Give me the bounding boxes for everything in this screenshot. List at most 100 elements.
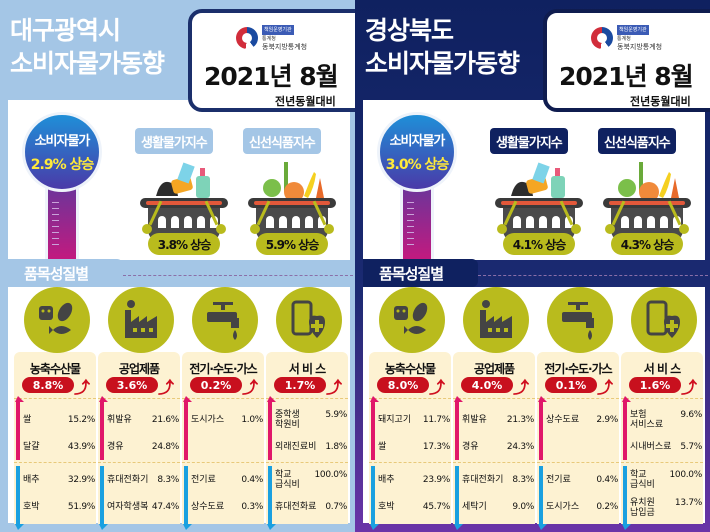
down-item: 휴대전화기 8.3% — [462, 475, 534, 485]
up-item: 휘발유 21.6% — [107, 415, 179, 425]
agency-name: 동북지방통계청 — [262, 43, 308, 51]
thermometer-bulb: 소비자물가 3.0% 상승 — [377, 112, 457, 192]
up-item: 도시가스 1.0% — [191, 415, 263, 425]
fresh-vegetables-basket-icon: 5.9% 상승 — [246, 160, 338, 260]
category-pct: 8.0% — [377, 377, 429, 393]
decrease-bar-icon — [267, 466, 276, 530]
category-pct: 0.2% — [190, 377, 242, 393]
factory-icon — [463, 287, 529, 353]
up-item: 돼지고기 11.7% — [378, 415, 450, 425]
cpi-value: 2.9% 상승 — [30, 157, 94, 173]
report-title: 소비자물가동향 — [365, 49, 520, 78]
header-box: 책임운영기관 통계청 동북지방통계청 2021년 8월 전년동월대비 — [188, 9, 355, 112]
down-item: 전기료 0.4% — [191, 475, 263, 485]
thermometer-ticks — [52, 202, 62, 250]
up-item: 외래진료비 1.8% — [275, 442, 347, 452]
up-item: 상수도료 2.9% — [546, 415, 618, 425]
living-price-index-value: 3.8% 상승 — [148, 233, 220, 255]
up-arrow-icon: ⤴ — [158, 378, 175, 397]
category-name: 서 비 스 — [643, 362, 681, 376]
household-items-icon — [156, 162, 210, 198]
up-item: 보험 서비스료 9.6% — [630, 410, 702, 430]
down-item: 학교 급식비 100.0% — [275, 470, 347, 490]
increase-bar-icon — [538, 396, 547, 460]
increase-bar-icon — [622, 396, 631, 460]
category-pct: 0.1% — [545, 377, 597, 393]
down-item: 전기료 0.4% — [546, 475, 618, 485]
section-divider — [478, 275, 708, 276]
household-items-icon — [511, 162, 565, 198]
vegetables-icon — [618, 162, 679, 202]
down-item: 세탁기 9.0% — [462, 502, 534, 512]
up-arrow-icon: ⤴ — [513, 378, 530, 397]
fresh-food-index-label: 신선식품지수 — [243, 128, 321, 154]
phone-heart-plus-icon — [631, 287, 697, 353]
increase-bar-icon — [99, 396, 108, 460]
comparison-basis: 전년동월대비 — [630, 95, 691, 108]
report-title: 소비자물가동향 — [10, 49, 165, 78]
section-divider — [123, 275, 353, 276]
agency-badge: 책임운영기관 — [617, 25, 649, 35]
category-pct: 4.0% — [461, 377, 513, 393]
category-name: 서 비 스 — [288, 362, 326, 376]
category-name: 전기·수도·가스 — [544, 362, 612, 376]
water-faucet-icon — [192, 287, 258, 353]
category-name: 공업제품 — [473, 362, 515, 376]
increase-bar-icon — [267, 396, 276, 460]
decrease-bar-icon — [622, 466, 631, 530]
down-item: 유치원 납입금 13.7% — [630, 498, 702, 518]
agency-badge: 책임운영기관 — [262, 25, 294, 35]
region-name: 대구광역시 — [10, 16, 121, 45]
up-arrow-icon: ⤴ — [429, 378, 446, 397]
living-price-index-value: 4.1% 상승 — [503, 233, 575, 255]
decrease-bar-icon — [538, 466, 547, 530]
category-pct: 1.7% — [274, 377, 326, 393]
up-arrow-icon: ⤴ — [326, 378, 343, 397]
down-item: 상수도료 0.3% — [191, 502, 263, 512]
decrease-bar-icon — [454, 466, 463, 530]
up-arrow-icon: ⤴ — [242, 378, 259, 397]
fresh-vegetables-basket-icon: 4.3% 상승 — [601, 160, 693, 260]
up-item: 경유 24.8% — [107, 442, 179, 452]
agency-name: 동북지방통계청 — [617, 43, 663, 51]
decrease-bar-icon — [183, 466, 192, 530]
fresh-food-index-value: 4.3% 상승 — [611, 233, 683, 255]
down-item: 호박 51.9% — [23, 502, 95, 512]
fresh-food-index-label: 신선식품지수 — [598, 128, 676, 154]
panel-gyeongbuk: 경상북도 소비자물가동향 책임운영기관 통계청 동북지방통계청 2021년 8월… — [355, 0, 710, 532]
water-faucet-icon — [547, 287, 613, 353]
category-area: 농축수산물 8.8% ⤴ 쌀 15.2% 달걀 43.9% 배추 32.9% 호박 51… — [8, 287, 350, 530]
report-date: 2021년 8월 — [559, 62, 694, 91]
up-arrow-icon: ⤴ — [597, 378, 614, 397]
agency-parent: 통계청 — [262, 36, 276, 42]
agency-logo: 책임운영기관 통계청 동북지방통계청 — [591, 25, 662, 51]
cpi-label: 소비자물가 — [389, 134, 446, 149]
up-item: 쌀 17.3% — [378, 442, 450, 452]
increase-bar-icon — [370, 396, 379, 460]
living-price-index-label: 생활물가지수 — [490, 128, 568, 154]
up-item: 경유 24.3% — [462, 442, 534, 452]
cpi-label: 소비자물가 — [34, 134, 91, 149]
increase-bar-icon — [183, 396, 192, 460]
up-arrow-icon: ⤴ — [74, 378, 91, 397]
household-goods-basket-icon: 3.8% 상승 — [138, 160, 230, 260]
vegetables-icon — [263, 162, 324, 202]
increase-bar-icon — [15, 396, 24, 460]
category-name: 농축수산물 — [384, 362, 436, 376]
phone-heart-plus-icon — [276, 287, 342, 353]
taegeuk-logo-icon — [591, 27, 613, 49]
region-title: 경상북도 소비자물가동향 — [365, 14, 520, 80]
category-name: 전기·수도·가스 — [189, 362, 257, 376]
report-date: 2021년 8월 — [204, 62, 339, 91]
fresh-food-index-value: 5.9% 상승 — [256, 233, 328, 255]
thermometer-bulb: 소비자물가 2.9% 상승 — [22, 112, 102, 192]
cpi-value: 3.0% 상승 — [385, 157, 449, 173]
category-name: 공업제품 — [118, 362, 160, 376]
category-pct: 1.6% — [629, 377, 681, 393]
up-item: 쌀 15.2% — [23, 415, 95, 425]
region-title: 대구광역시 소비자물가동향 — [10, 14, 165, 80]
household-goods-basket-icon: 4.1% 상승 — [493, 160, 585, 260]
down-item: 휴대전화기 8.3% — [107, 475, 179, 485]
category-area: 농축수산물 8.0% ⤴ 돼지고기 11.7% 쌀 17.3% 배추 23.9% 호박… — [363, 287, 705, 530]
